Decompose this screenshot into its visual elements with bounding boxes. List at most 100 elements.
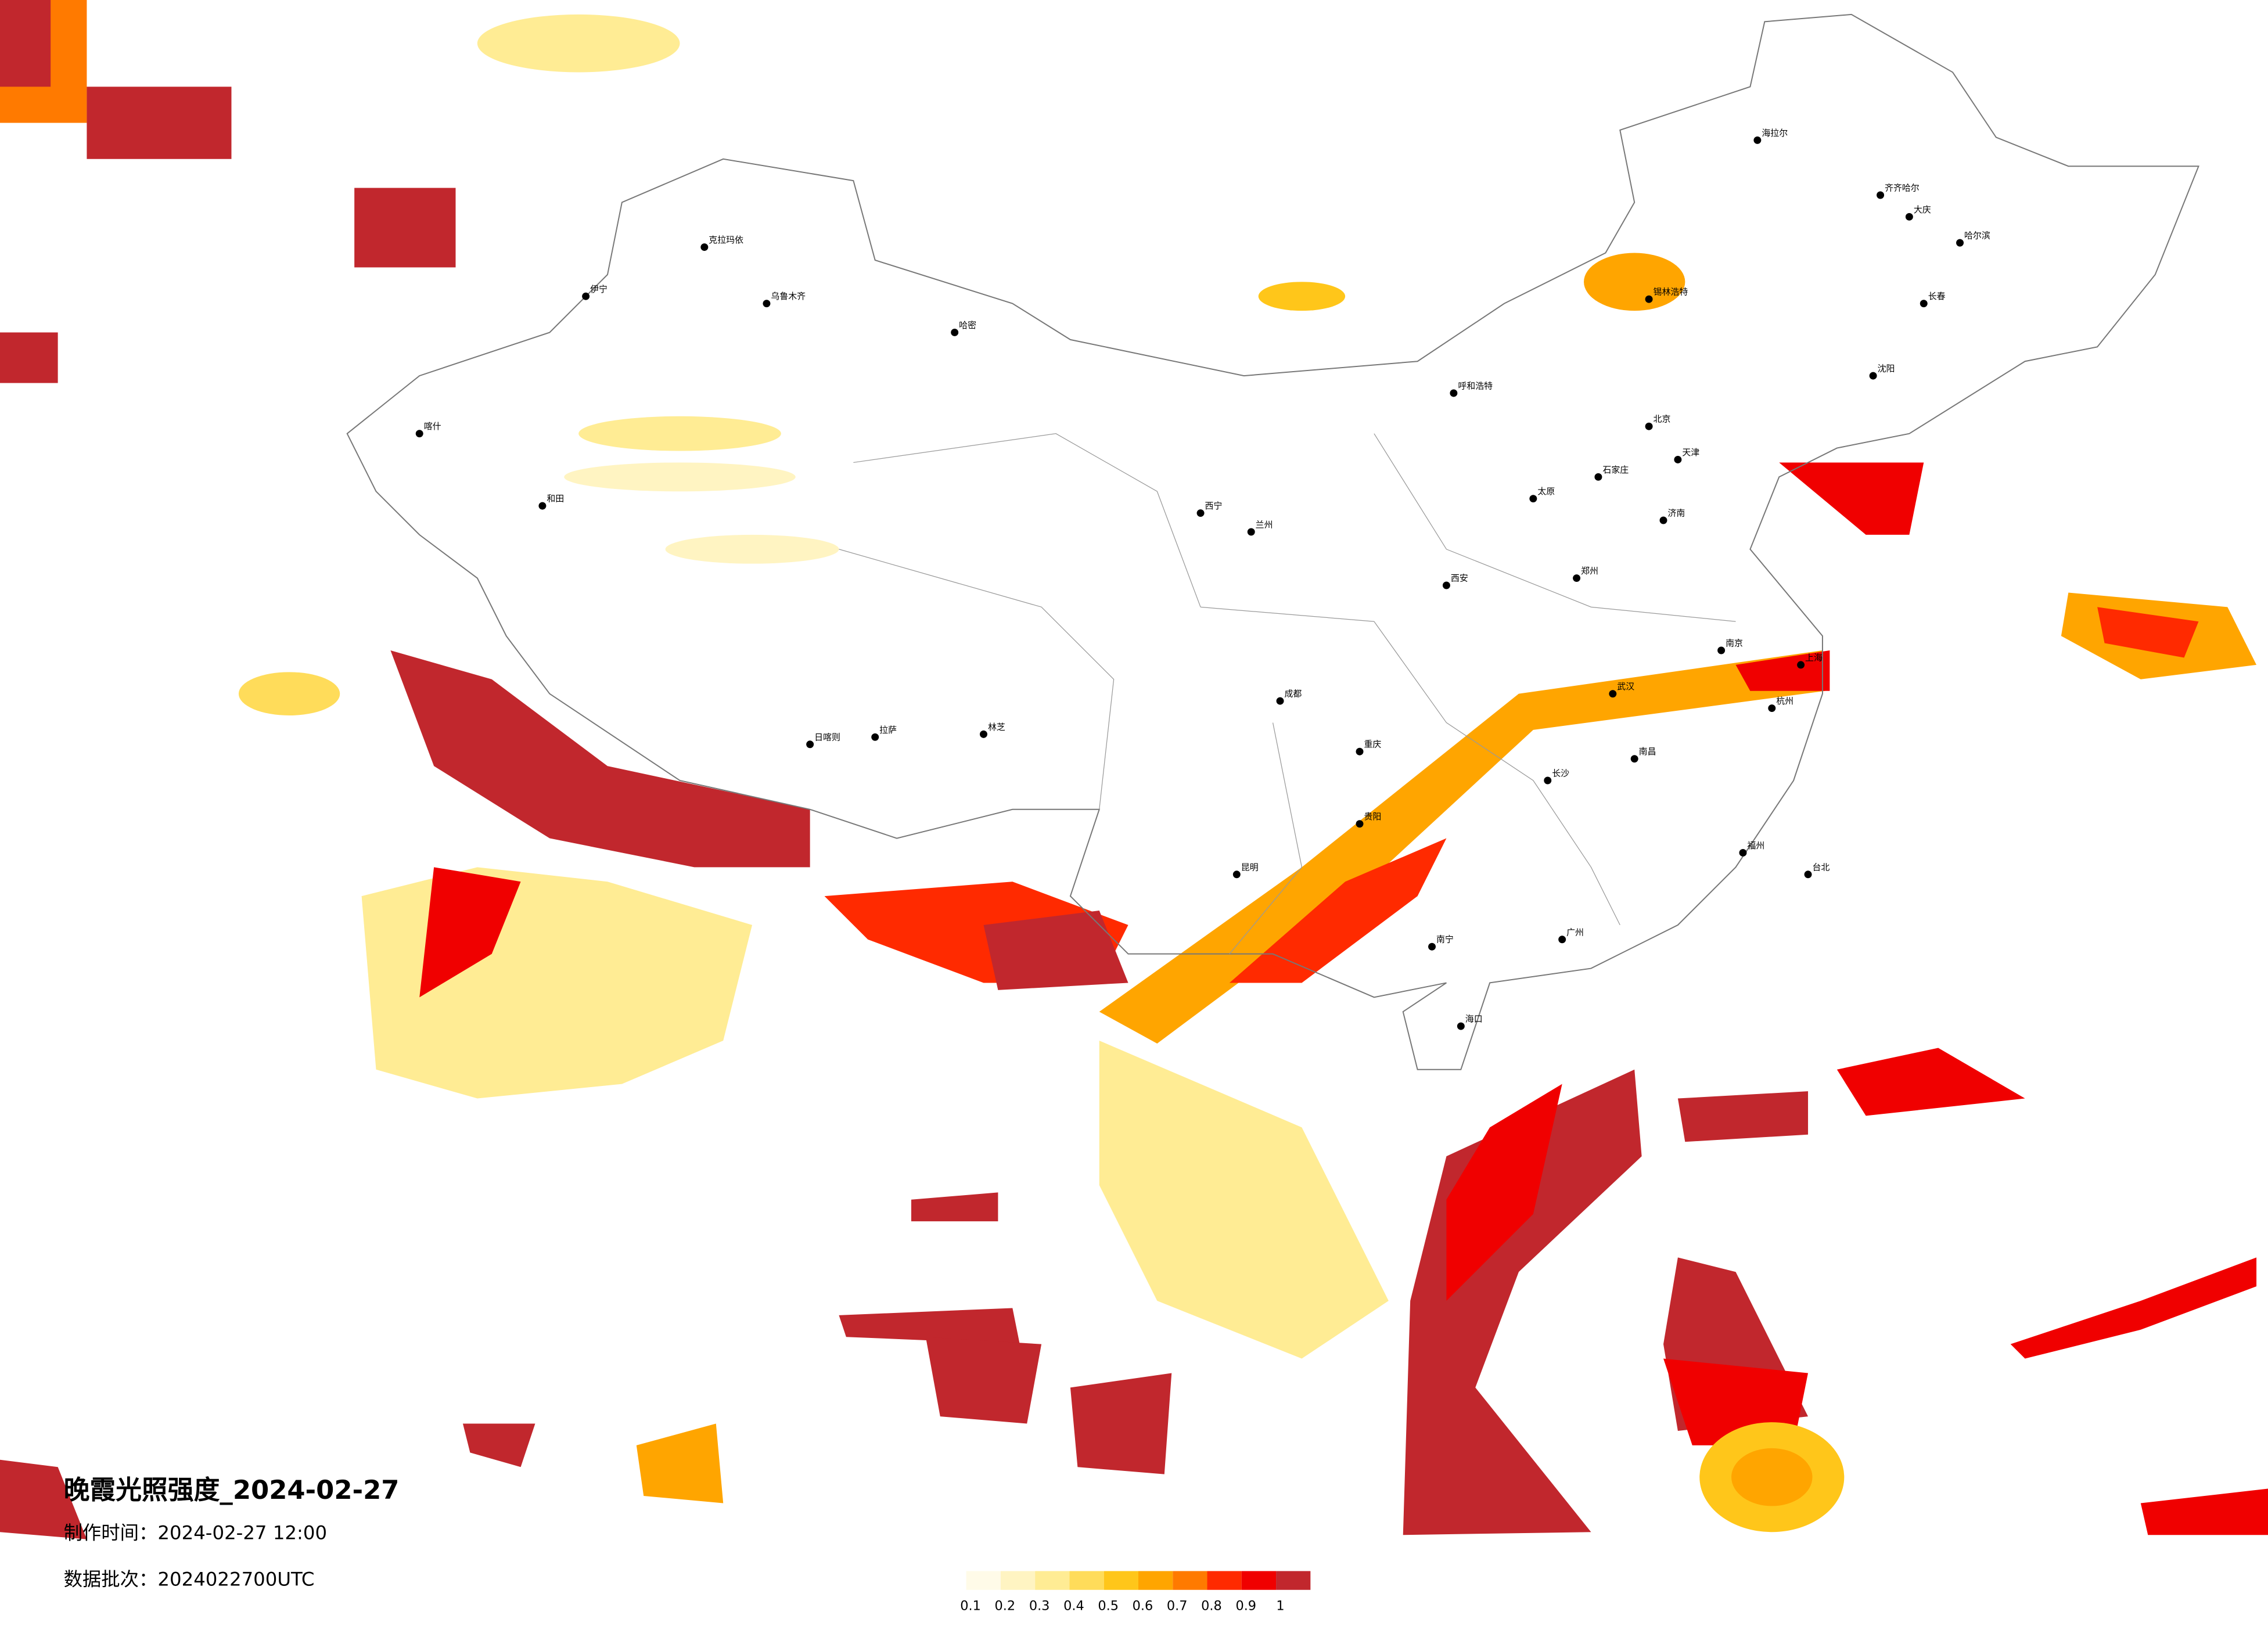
city-dot bbox=[415, 430, 423, 438]
colorbar-swatch bbox=[1276, 1571, 1311, 1590]
city-label: 济南 bbox=[1667, 508, 1685, 519]
city-dot bbox=[1869, 372, 1877, 380]
data-batch: 数据批次：2024022700UTC bbox=[64, 1568, 315, 1590]
city-label: 齐齐哈尔 bbox=[1885, 183, 1920, 193]
city-dot bbox=[1428, 942, 1436, 951]
city-dot bbox=[1753, 136, 1762, 144]
city-label: 北京 bbox=[1654, 414, 1671, 425]
city-label: 喀什 bbox=[424, 421, 441, 431]
colorbar-tick-label: 0.3 bbox=[1029, 1599, 1050, 1614]
city-dot bbox=[1442, 581, 1450, 589]
city-dot bbox=[980, 730, 987, 738]
city-label: 锡林浩特 bbox=[1654, 287, 1688, 297]
city-dot bbox=[1594, 473, 1602, 481]
colorbar-tick-label: 0.1 bbox=[960, 1599, 981, 1614]
city-dot bbox=[1196, 509, 1205, 517]
colorbar-tick-label: 0.8 bbox=[1201, 1599, 1222, 1614]
city-dot bbox=[1768, 704, 1776, 713]
city-dot bbox=[700, 243, 709, 251]
city-dot bbox=[1905, 213, 1913, 221]
colorbar-swatch bbox=[1035, 1571, 1070, 1590]
city-label: 拉萨 bbox=[879, 725, 897, 735]
city-label: 海拉尔 bbox=[1762, 128, 1788, 138]
colorbar-swatch bbox=[1173, 1571, 1207, 1590]
city-dot bbox=[1247, 528, 1255, 536]
city-dot bbox=[1674, 455, 1682, 463]
city-dot bbox=[1356, 747, 1364, 756]
city-dot bbox=[1804, 870, 1812, 879]
province-lines bbox=[839, 433, 1736, 955]
colorbar-swatch bbox=[1138, 1571, 1173, 1590]
city-label: 大庆 bbox=[1914, 204, 1931, 215]
city-label: 南昌 bbox=[1639, 746, 1656, 757]
colorbar-tick-label: 0.4 bbox=[1063, 1599, 1084, 1614]
city-dot bbox=[1573, 574, 1581, 582]
city-dot bbox=[951, 328, 959, 336]
colorbar-swatch bbox=[1207, 1571, 1242, 1590]
city-label: 石家庄 bbox=[1602, 465, 1629, 475]
city-dot bbox=[871, 733, 879, 741]
city-label: 日喀则 bbox=[814, 732, 840, 742]
colorbar-tick-label: 0.6 bbox=[1133, 1599, 1153, 1614]
city-label: 和田 bbox=[547, 494, 564, 504]
city-label: 长春 bbox=[1928, 291, 1946, 301]
city-label: 南宁 bbox=[1436, 934, 1454, 945]
city-label: 武汉 bbox=[1617, 681, 1634, 692]
city-label: 兰州 bbox=[1256, 519, 1273, 530]
city-dot bbox=[1457, 1022, 1465, 1030]
city-dot bbox=[1232, 870, 1241, 879]
city-dot bbox=[1956, 239, 1964, 247]
city-dot bbox=[1920, 300, 1928, 308]
city-label: 贵阳 bbox=[1364, 811, 1381, 822]
city-dot bbox=[1645, 422, 1653, 430]
country-outline bbox=[346, 13, 2199, 1070]
glow-field bbox=[0, 0, 2268, 1539]
city-label: 西宁 bbox=[1205, 501, 1223, 511]
city-label: 南京 bbox=[1726, 638, 1743, 649]
city-label: 沈阳 bbox=[1878, 364, 1895, 374]
city-dot bbox=[1356, 820, 1364, 828]
city-dot bbox=[1609, 690, 1617, 698]
city-label: 克拉玛依 bbox=[709, 235, 743, 245]
city-label: 海口 bbox=[1465, 1014, 1483, 1024]
city-dot bbox=[1797, 661, 1805, 669]
city-label: 哈尔滨 bbox=[1964, 231, 1990, 241]
city-dot bbox=[1276, 697, 1284, 705]
city-label: 哈密 bbox=[959, 320, 976, 330]
city-dot bbox=[763, 300, 771, 308]
colorbar-tick-label: 0.2 bbox=[995, 1599, 1016, 1614]
colorbar: 0.1 0.2 0.3 0.4 0.5 0.6 0.7 0.8 0.9 1 bbox=[960, 1571, 1311, 1614]
city-label: 林芝 bbox=[988, 722, 1005, 732]
city-label: 天津 bbox=[1682, 447, 1699, 458]
city-label: 杭州 bbox=[1776, 696, 1793, 706]
city-label: 长沙 bbox=[1552, 768, 1569, 779]
city-label: 广州 bbox=[1566, 927, 1584, 937]
city-dot bbox=[806, 740, 814, 749]
made-time: 制作时间：2024-02-27 12:00 bbox=[64, 1522, 328, 1544]
colorbar-tick-label: 0.5 bbox=[1098, 1599, 1119, 1614]
colorbar-swatch bbox=[1069, 1571, 1104, 1590]
city-label: 福州 bbox=[1747, 840, 1764, 851]
city-dot bbox=[1645, 295, 1653, 303]
colorbar-tick-label: 0.7 bbox=[1167, 1599, 1188, 1614]
city-label: 郑州 bbox=[1581, 566, 1598, 576]
colorbar-swatch bbox=[1104, 1571, 1138, 1590]
city-label: 太原 bbox=[1537, 486, 1555, 497]
city-dot bbox=[582, 292, 590, 300]
city-dot bbox=[1739, 848, 1747, 857]
colorbar-swatch bbox=[966, 1571, 1001, 1590]
city-label: 呼和浩特 bbox=[1458, 381, 1493, 391]
city-dot bbox=[538, 502, 547, 510]
city-label: 上海 bbox=[1805, 652, 1823, 663]
city-dot bbox=[1558, 936, 1566, 944]
city-dot bbox=[1659, 516, 1667, 524]
city-label: 乌鲁木齐 bbox=[771, 291, 806, 301]
city-dot bbox=[1450, 389, 1458, 397]
city-dot bbox=[1544, 776, 1552, 785]
colorbar-tick-label: 0.9 bbox=[1235, 1599, 1256, 1614]
city-label: 伊宁 bbox=[590, 284, 608, 294]
city-label: 台北 bbox=[1813, 862, 1830, 872]
colorbar-swatch bbox=[1241, 1571, 1277, 1590]
city-dot bbox=[1877, 191, 1885, 199]
